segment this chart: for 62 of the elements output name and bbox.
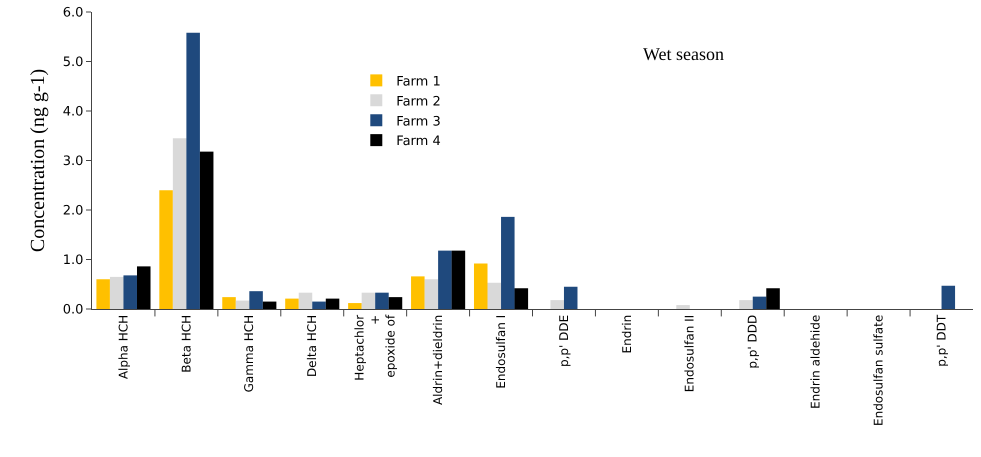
bar — [362, 292, 376, 309]
y-tick-label: 0.0 — [62, 302, 84, 318]
bar — [326, 298, 340, 309]
bar — [312, 302, 326, 309]
bar — [236, 300, 250, 309]
bar — [766, 288, 780, 309]
bar — [123, 275, 137, 309]
bar — [249, 291, 263, 309]
bar — [262, 302, 276, 309]
bar — [452, 250, 466, 309]
y-tick-label: 4.0 — [62, 104, 84, 120]
x-tick-label: Endrin — [620, 314, 634, 354]
x-tick-label: Endosulfan II — [682, 314, 697, 392]
bar — [438, 250, 452, 309]
x-tick-label: Heptachlor + epoxide of — [352, 314, 398, 381]
bar — [222, 297, 236, 309]
bar — [172, 138, 186, 309]
y-axis-title: Concentration (ng g-1) — [27, 68, 50, 252]
bar — [96, 279, 110, 309]
bar — [942, 286, 956, 309]
bar — [110, 276, 124, 309]
bar — [411, 276, 425, 309]
x-tick-label: p,p' DDT — [934, 314, 948, 367]
x-tick-label: Gamma HCH — [242, 314, 256, 392]
bar — [136, 266, 151, 309]
bar — [514, 288, 528, 309]
bar — [186, 32, 200, 309]
y-tick-label: 3.0 — [62, 154, 84, 170]
y-tick-label: 6.0 — [62, 6, 84, 21]
x-tick-label: Alpha HCH — [116, 314, 130, 380]
bar — [375, 292, 389, 309]
bar — [298, 292, 312, 309]
x-tick-label: Endosulfan sulfate — [872, 314, 886, 426]
bar — [474, 263, 488, 309]
legend-label: Farm 3 — [396, 114, 441, 130]
bar — [285, 298, 299, 309]
bar — [564, 286, 578, 309]
legend-label: Farm 2 — [396, 94, 441, 110]
bar — [550, 300, 564, 309]
x-tick-label: Beta HCH — [179, 314, 194, 373]
bar — [424, 279, 438, 309]
x-tick-label: p,p' DDE — [556, 314, 571, 368]
bar — [752, 296, 766, 309]
bar — [159, 190, 173, 309]
bar — [388, 297, 402, 309]
legend-label: Farm 4 — [396, 134, 441, 150]
y-tick-label: 5.0 — [62, 55, 84, 70]
x-tick-label: p,p' DDD — [746, 314, 760, 369]
text: Wet season — [643, 44, 724, 64]
x-tick-label: Endosulfan I — [494, 314, 508, 389]
y-tick-label: 1.0 — [62, 253, 84, 268]
x-tick-label: Delta HCH — [305, 314, 320, 378]
y-tick-label: 2.0 — [62, 204, 84, 219]
bar — [739, 300, 753, 309]
legend-label: Farm 1 — [396, 74, 441, 90]
bar — [676, 305, 690, 309]
bar — [488, 282, 502, 309]
x-tick-label: Endrin aldehide — [808, 314, 823, 409]
bar — [200, 152, 214, 309]
x-tick-label: Aldrin+dieldrin — [431, 314, 446, 406]
bar — [348, 303, 362, 309]
bar — [501, 216, 515, 309]
